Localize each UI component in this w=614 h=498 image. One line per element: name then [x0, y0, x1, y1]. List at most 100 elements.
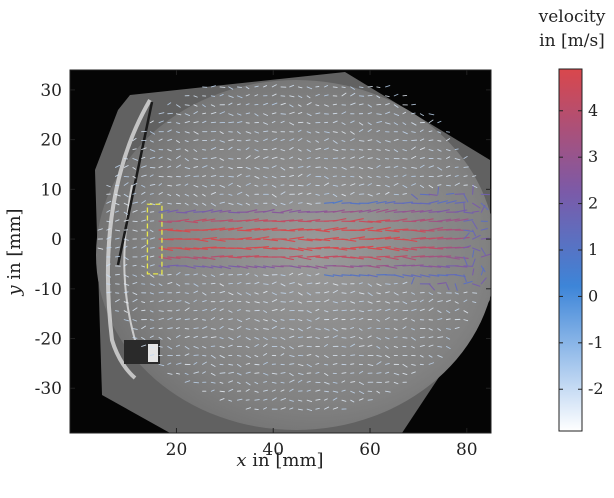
- velocity-vector: [446, 337, 451, 340]
- velocity-vector: [324, 390, 329, 393]
- velocity-vector: [367, 283, 373, 287]
- velocity-vector: [201, 246, 217, 249]
- velocity-vector: [202, 319, 206, 321]
- velocity-vector: [376, 140, 381, 144]
- velocity-vector: [236, 354, 242, 357]
- velocity-vector: [245, 167, 251, 170]
- velocity-vector: [271, 184, 277, 188]
- velocity-vector: [472, 220, 478, 230]
- velocity-vector: [228, 318, 233, 321]
- velocity-vector: [367, 256, 382, 261]
- velocity-vector: [193, 139, 199, 142]
- velocity-vector: [437, 120, 442, 124]
- velocity-vector: [184, 301, 190, 304]
- velocity-vector: [158, 156, 163, 159]
- velocity-vector: [315, 93, 320, 97]
- velocity-vector: [332, 218, 347, 222]
- velocity-vector: [358, 370, 364, 374]
- velocity-vector: [254, 167, 260, 170]
- velocity-vector: [402, 256, 417, 261]
- velocity-vector: [132, 229, 138, 232]
- velocity-vector: [289, 388, 294, 392]
- velocity-vector: [393, 292, 399, 296]
- velocity-vector: [324, 336, 330, 338]
- velocity-vector: [158, 256, 172, 260]
- velocity-vector: [463, 219, 474, 222]
- velocity-vector: [149, 327, 155, 330]
- velocity-vector: [202, 112, 207, 115]
- velocity-vector: [228, 226, 243, 231]
- velocity-vector: [210, 238, 226, 242]
- velocity-vector: [236, 113, 242, 116]
- velocity-vector: [193, 335, 199, 338]
- velocity-vector: [385, 371, 390, 374]
- velocity-vector: [280, 407, 286, 410]
- velocity-vector: [341, 300, 347, 303]
- velocity-vector: [219, 326, 224, 330]
- velocity-vector: [376, 158, 381, 160]
- velocity-vector: [376, 175, 381, 178]
- velocity-vector: [132, 201, 139, 204]
- velocity-vector: [176, 140, 180, 143]
- colorbar-tick-label: 1: [588, 240, 598, 259]
- velocity-vector: [236, 363, 242, 368]
- velocity-vector: [306, 149, 312, 152]
- velocity-vector: [358, 227, 374, 231]
- velocity-vector: [176, 122, 181, 125]
- velocity-vector: [332, 407, 339, 410]
- velocity-vector: [437, 200, 448, 204]
- velocity-vector: [437, 184, 442, 186]
- velocity-vector: [202, 361, 207, 365]
- velocity-vector: [315, 256, 330, 259]
- velocity-vector: [219, 291, 226, 294]
- velocity-vector: [428, 130, 433, 133]
- velocity-vector: [297, 408, 303, 411]
- velocity-vector: [219, 398, 225, 401]
- velocity-vector: [219, 283, 224, 287]
- velocity-vector: [385, 111, 391, 115]
- velocity-vector: [350, 274, 361, 277]
- velocity-vector: [297, 86, 303, 89]
- velocity-vector: [315, 131, 320, 134]
- velocity-vector: [419, 229, 435, 232]
- velocity-vector: [472, 202, 481, 209]
- velocity-vector: [367, 265, 380, 269]
- velocity-vector: [280, 327, 286, 330]
- velocity-vector: [115, 193, 121, 197]
- velocity-vector: [376, 149, 381, 151]
- velocity-vector: [219, 158, 224, 161]
- x-tick-label: 80: [456, 440, 478, 460]
- colorbar-tick-label: 0: [588, 286, 598, 305]
- velocity-vector: [367, 363, 374, 367]
- velocity-vector: [254, 301, 260, 304]
- velocity-vector: [184, 353, 190, 356]
- velocity-vector: [446, 318, 451, 321]
- velocity-vector: [228, 363, 234, 366]
- velocity-vector: [167, 209, 179, 213]
- y-tick-label: 20: [40, 131, 62, 151]
- velocity-vector: [167, 158, 172, 161]
- velocity-vector: [297, 336, 304, 338]
- velocity-vector: [402, 167, 407, 169]
- velocity-vector: [141, 184, 146, 188]
- velocity-vector: [184, 183, 189, 186]
- velocity-vector: [289, 156, 294, 159]
- velocity-vector: [411, 167, 417, 169]
- velocity-vector: [149, 283, 155, 286]
- velocity-vector: [210, 265, 223, 269]
- velocity-vector: [176, 104, 181, 108]
- velocity-vector: [324, 138, 329, 142]
- velocity-vector: [306, 183, 311, 186]
- velocity-vector: [411, 337, 416, 341]
- velocity-vector: [228, 399, 233, 402]
- velocity-vector: [463, 245, 472, 249]
- velocity-vector: [210, 308, 217, 312]
- velocity-vector: [132, 328, 138, 330]
- velocity-vector: [210, 95, 216, 97]
- velocity-vector: [315, 193, 320, 196]
- velocity-vector: [411, 183, 416, 186]
- velocity-vector: [132, 192, 137, 195]
- velocity-vector: [376, 120, 383, 124]
- velocity-vector: [245, 328, 251, 330]
